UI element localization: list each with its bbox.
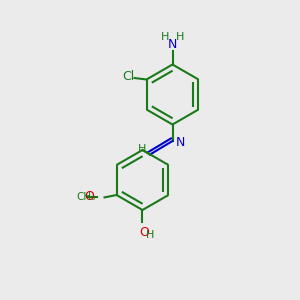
Text: H: H [161,32,169,42]
Text: O: O [85,190,94,203]
Text: O: O [139,226,149,239]
Text: H: H [176,32,184,42]
Text: H: H [138,144,147,154]
Text: Cl: Cl [122,70,135,83]
Text: CH₃: CH₃ [76,191,95,202]
Text: N: N [176,136,185,149]
Text: N: N [168,38,177,51]
Text: H: H [146,230,154,240]
